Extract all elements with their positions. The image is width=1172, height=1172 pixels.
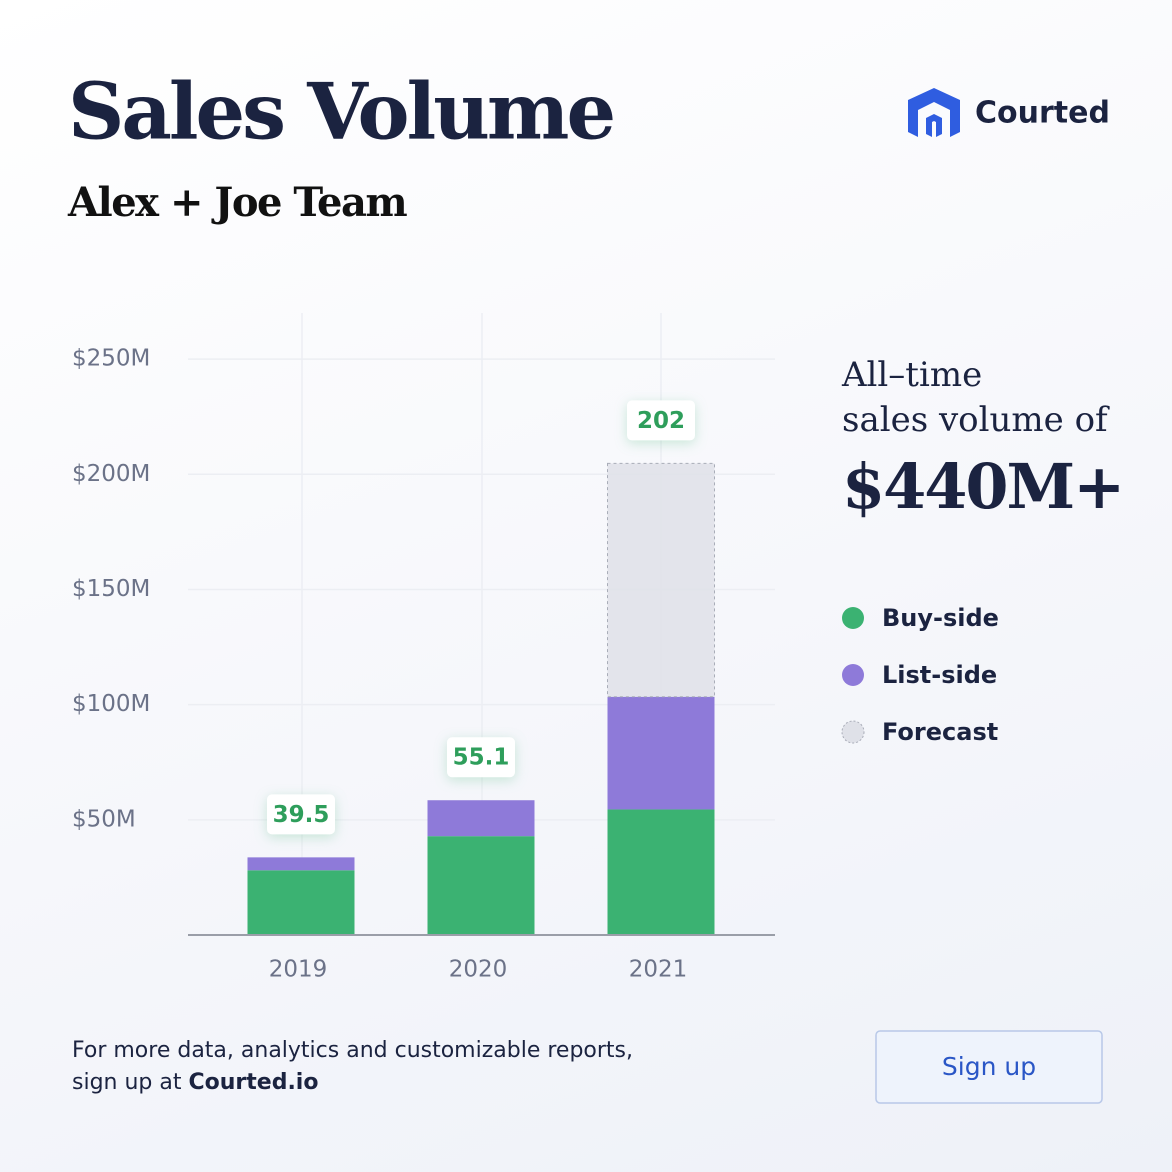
bar-segment xyxy=(427,836,535,935)
legend-swatch xyxy=(842,607,864,629)
callout-line: All–time xyxy=(841,355,982,395)
footer-line: For more data, analytics and customizabl… xyxy=(72,1038,633,1063)
logo-icon-inner xyxy=(926,114,942,137)
y-tick-label: $50M xyxy=(72,806,136,832)
callout-line: sales volume of xyxy=(842,400,1110,440)
logo-icon xyxy=(908,88,960,137)
y-tick-label: $250M xyxy=(72,346,150,372)
legend-label: Buy-side xyxy=(882,604,999,632)
total-label-bg xyxy=(447,737,515,778)
total-label: 55.1 xyxy=(447,737,515,778)
total-label-bg xyxy=(267,794,335,835)
button-label[interactable]: Sign up xyxy=(942,1052,1036,1081)
title: Sales Volume xyxy=(68,67,613,158)
bar-segment xyxy=(607,809,715,935)
legend-swatch xyxy=(842,664,864,686)
x-tick-label: 2019 xyxy=(269,957,328,983)
footer-link: Courted.io xyxy=(188,1070,318,1095)
callout-value: $440M+ xyxy=(842,450,1123,523)
y-tick-label: $100M xyxy=(72,691,150,717)
x-tick-label: 2021 xyxy=(629,957,688,983)
y-tick-label: $150M xyxy=(72,576,150,602)
footer-line: sign up at Courted.io xyxy=(72,1070,318,1095)
bar-segment xyxy=(607,462,715,698)
legend-label: List-side xyxy=(882,661,997,689)
bar-segment xyxy=(247,870,355,935)
total-label: 202 xyxy=(627,400,695,441)
legend-swatch xyxy=(841,720,865,744)
total-label-text: 55.1 xyxy=(453,745,510,771)
button-bg[interactable] xyxy=(875,1030,1103,1104)
bar-segment xyxy=(607,696,715,810)
y-tick-label: $200M xyxy=(72,461,150,487)
brand: Courted xyxy=(975,96,1110,131)
total-label-text: 39.5 xyxy=(273,802,330,828)
bar-segment xyxy=(247,857,355,871)
bar-segment xyxy=(427,800,535,837)
subtitle: Alex + Joe Team xyxy=(67,179,407,226)
total-label: 39.5 xyxy=(267,794,335,835)
x-tick-label: 2020 xyxy=(449,957,508,983)
footer-text: sign up at xyxy=(72,1070,182,1095)
legend-label: Forecast xyxy=(882,718,998,746)
total-label-text: 202 xyxy=(637,408,685,434)
sign-up-button[interactable]: Sign up xyxy=(875,1030,1103,1104)
logo: Courted xyxy=(908,88,1110,137)
total-label-bg xyxy=(627,400,695,441)
